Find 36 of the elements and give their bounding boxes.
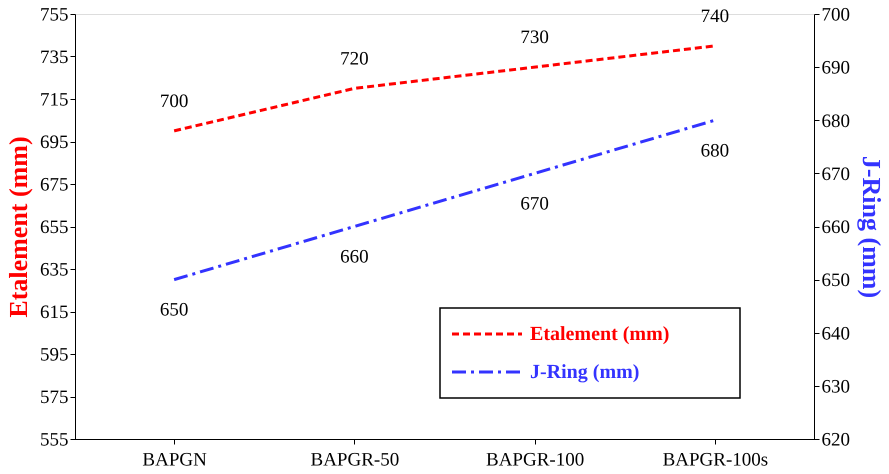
- y2-tick-label: 660: [822, 217, 850, 238]
- y2-tick-label: 620: [822, 430, 850, 450]
- y2-tick-label: 680: [822, 110, 850, 132]
- y-tick-label: 555: [40, 430, 68, 450]
- y-tick-label: 755: [40, 4, 68, 26]
- y-tick-label: 575: [40, 387, 68, 408]
- y-tick-label: 595: [40, 344, 68, 366]
- data-label: 650: [160, 300, 188, 321]
- y2-tick-label: 650: [822, 270, 850, 292]
- y-tick-label: 655: [40, 217, 68, 238]
- y2-tick-label: 630: [822, 376, 850, 398]
- y2-tick-label: 700: [822, 4, 850, 26]
- y2-tick-label: 640: [822, 323, 850, 344]
- legend-label: J-Ring (mm): [530, 361, 640, 383]
- x-tick-label: BAPGR-50: [310, 450, 400, 470]
- y2-tick-label: 670: [822, 164, 850, 185]
- data-label: 670: [520, 193, 549, 214]
- x-tick-label: BAPGR-100: [486, 450, 584, 470]
- data-label: 680: [700, 140, 730, 162]
- data-label: 730: [520, 27, 549, 48]
- data-label: 660: [340, 246, 369, 268]
- data-label: 720: [340, 48, 369, 70]
- y-tick-label: 615: [40, 302, 68, 323]
- data-label: 700: [160, 90, 188, 112]
- y-tick-label: 635: [40, 260, 68, 280]
- y-tick-label: 675: [40, 174, 68, 196]
- x-tick-label: BAPGN: [142, 450, 208, 470]
- x-tick-label: BAPGR-100s: [662, 450, 768, 470]
- y-tick-label: 715: [40, 90, 68, 110]
- y2-axis-title: J-Ring (mm): [857, 156, 886, 298]
- y-tick-label: 735: [40, 47, 68, 68]
- legend-label: Etalement (mm): [530, 323, 670, 345]
- data-label: 740: [700, 6, 730, 27]
- y-axis-title: Etalement (mm): [4, 136, 33, 318]
- y-tick-label: 695: [40, 132, 68, 153]
- y2-tick-label: 690: [822, 58, 850, 79]
